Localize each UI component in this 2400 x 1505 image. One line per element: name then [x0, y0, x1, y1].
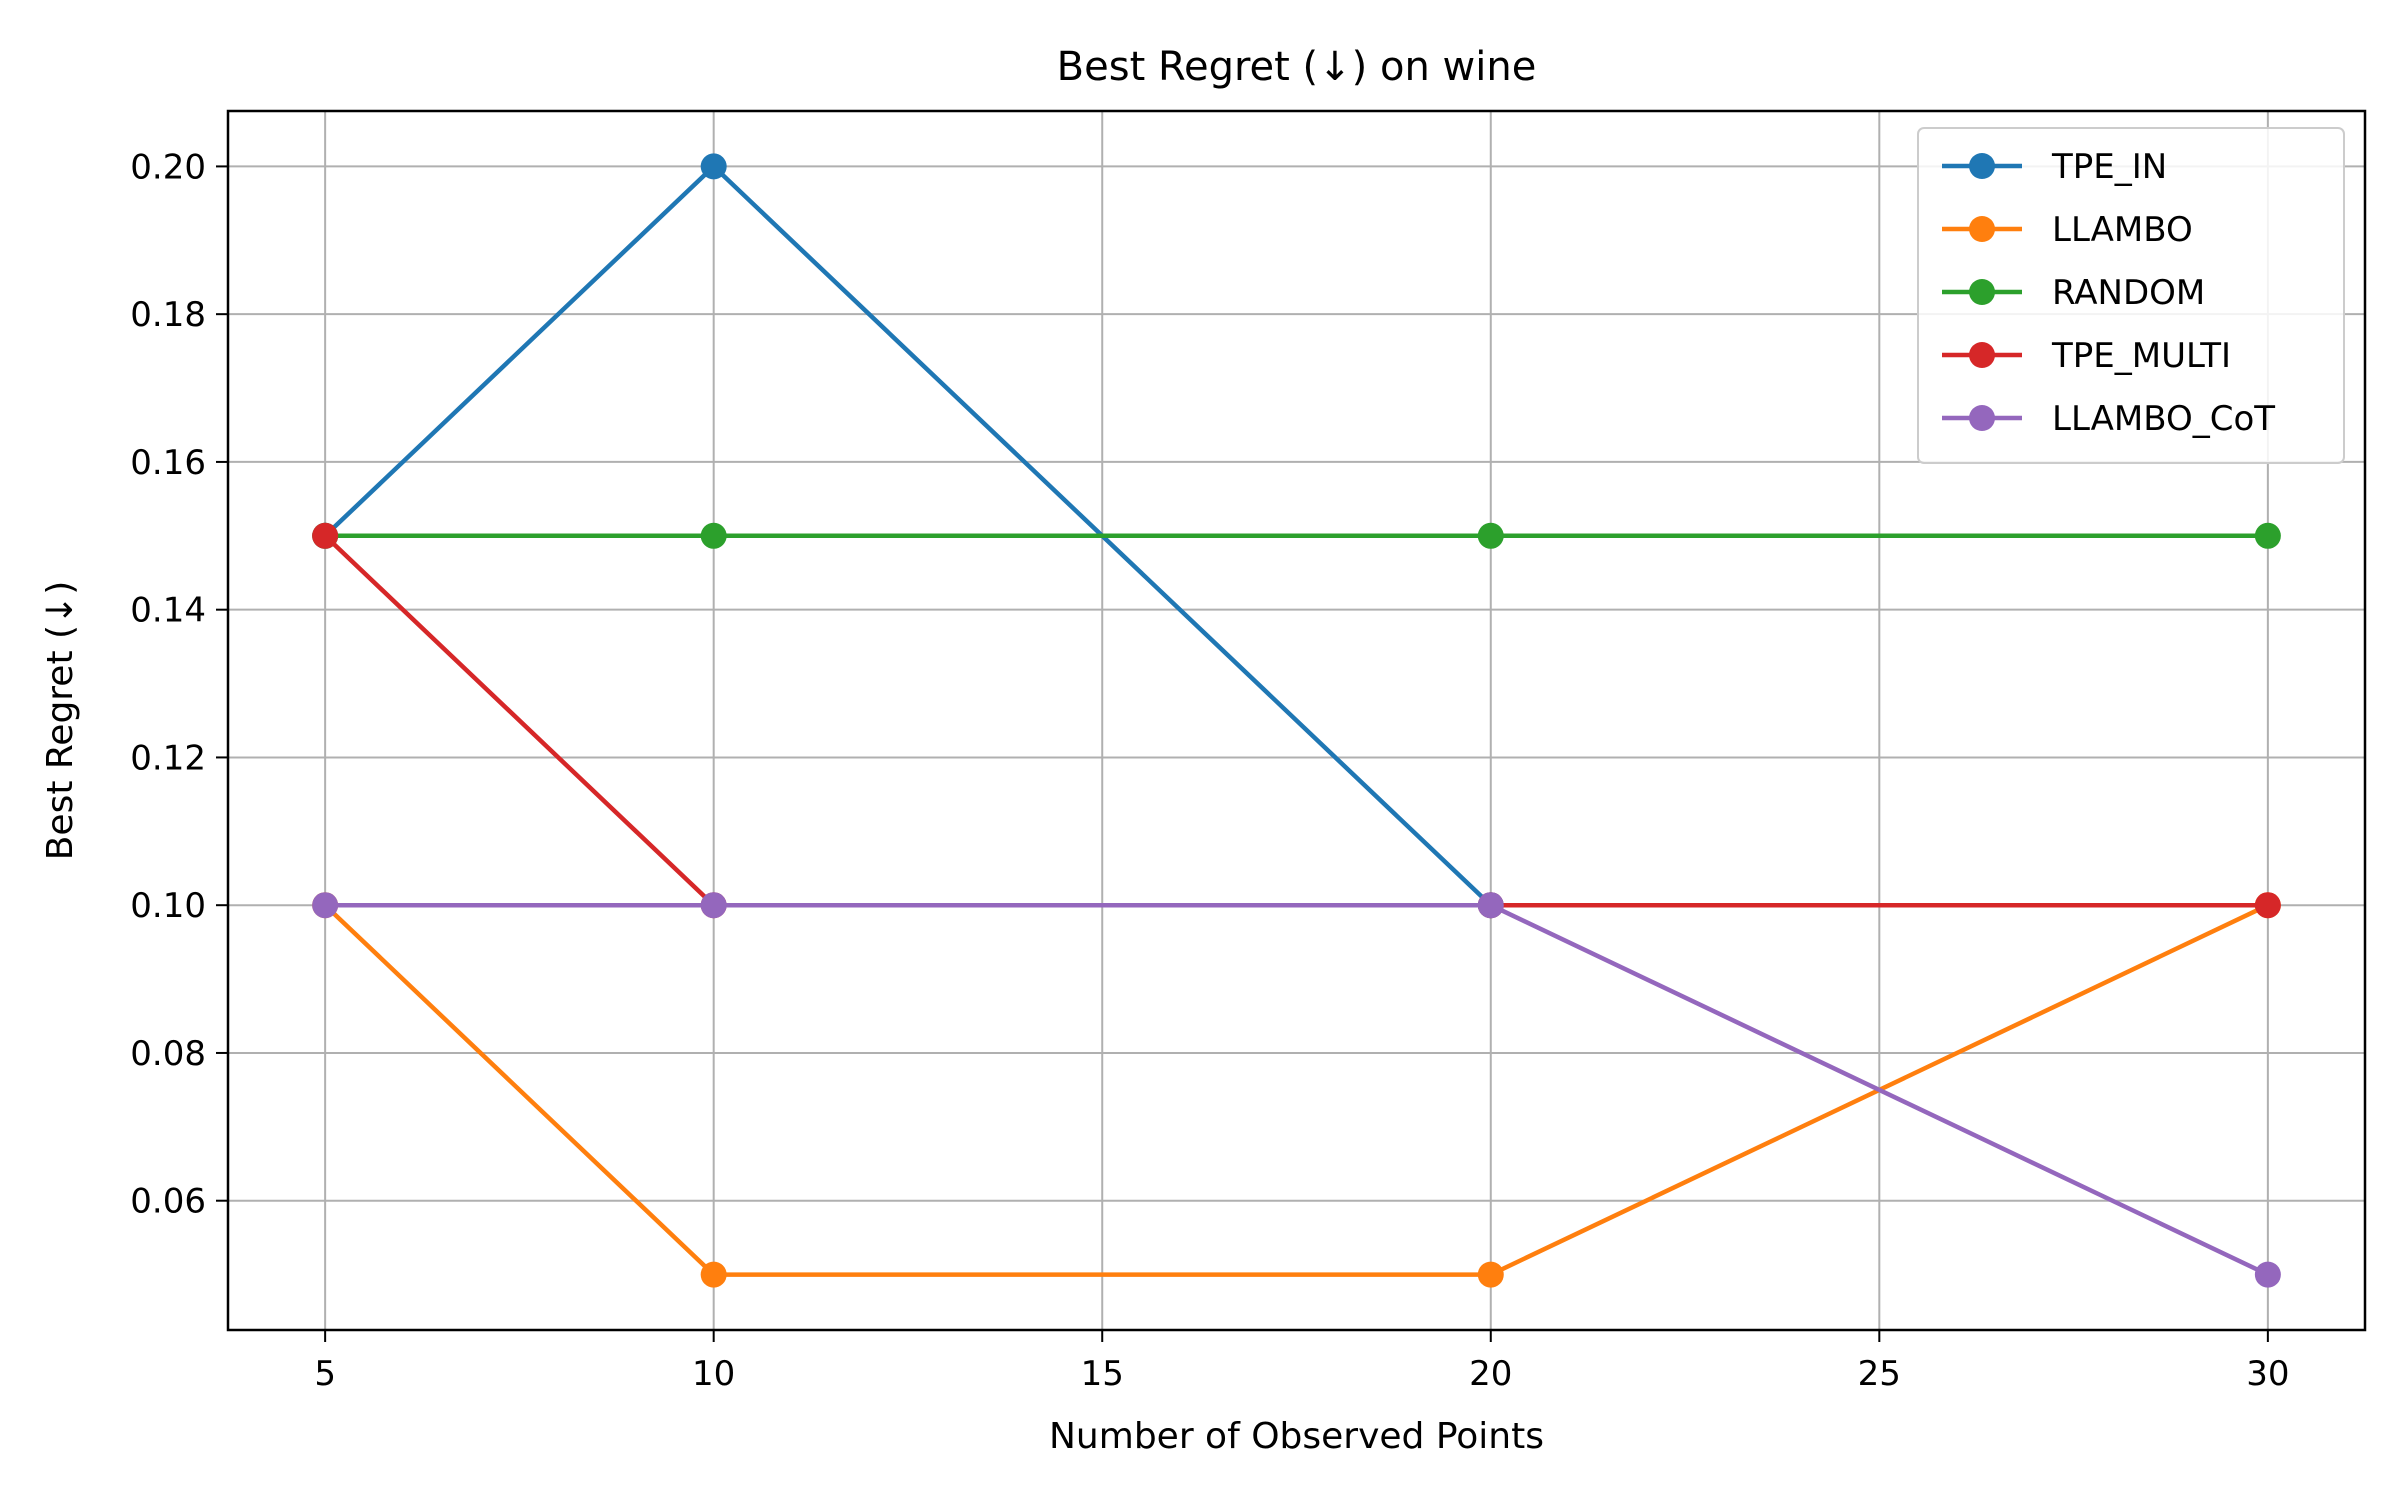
x-tick-label: 5 — [314, 1354, 336, 1394]
series-line — [325, 902, 2269, 1277]
legend-box — [1917, 127, 2345, 464]
y-tick-label: 0.20 — [130, 147, 206, 187]
data-point — [700, 892, 727, 919]
legend-marker — [1969, 153, 1995, 179]
legend-marker — [1969, 342, 1995, 368]
x-tick-label: 25 — [1858, 1354, 1901, 1394]
legend-item: TPE_IN — [1942, 147, 2167, 187]
data-point — [700, 153, 727, 180]
x-axis-label: Number of Observed Points — [1049, 1416, 1544, 1457]
legend-item: LLAMBO — [1942, 210, 2193, 250]
data-point — [2254, 1261, 2281, 1288]
y-tick-label: 0.12 — [130, 738, 206, 778]
y-tick-label: 0.18 — [130, 295, 206, 335]
legend-marker — [1969, 216, 1995, 242]
series-llambo — [312, 892, 2281, 1288]
legend: TPE_IN LLAMBO RANDOM TPE_MULTI LLAMBO_CoT — [1917, 127, 2345, 464]
data-point — [1477, 1261, 1504, 1288]
legend-marker — [1969, 405, 1995, 431]
data-point — [2254, 892, 2281, 919]
series-layer — [312, 153, 2281, 1288]
ticks: 5 10 15 20 25 30 0.06 0.08 0.10 0.12 0.14 0.16 0.18 0… — [130, 147, 2289, 1394]
x-tick-label: 20 — [1469, 1354, 1512, 1394]
y-tick-label: 0.16 — [130, 443, 206, 483]
legend-label: LLAMBO_CoT — [2052, 399, 2275, 439]
data-point — [312, 892, 339, 919]
legend-label: TPE_MULTI — [2051, 336, 2231, 376]
y-tick-label: 0.06 — [130, 1182, 206, 1222]
legend-item: RANDOM — [1942, 273, 2205, 313]
data-point — [2254, 522, 2281, 549]
y-tick-label: 0.14 — [130, 591, 206, 631]
data-point — [1477, 522, 1504, 549]
data-point — [700, 1261, 727, 1288]
series-llambo-cot — [312, 892, 2281, 1288]
x-tick-label: 10 — [692, 1354, 735, 1394]
legend-item: TPE_MULTI — [1942, 336, 2231, 376]
legend-marker — [1969, 279, 1995, 305]
legend-label: TPE_IN — [2051, 147, 2167, 187]
y-tick-label: 0.10 — [130, 886, 206, 926]
legend-item: LLAMBO_CoT — [1942, 399, 2275, 439]
legend-label: LLAMBO — [2052, 210, 2193, 250]
x-tick-label: 15 — [1081, 1354, 1124, 1394]
y-axis-label: Best Regret (↓) — [40, 581, 81, 861]
legend-label: RANDOM — [2052, 273, 2205, 313]
y-tick-label: 0.08 — [130, 1034, 206, 1074]
data-point — [700, 522, 727, 549]
plot-frame — [226, 109, 2367, 1332]
chart-title: Best Regret (↓) on wine — [1057, 44, 1537, 90]
x-tick-label: 30 — [2246, 1354, 2289, 1394]
data-point — [1477, 892, 1504, 919]
data-point — [312, 522, 339, 549]
series-random — [312, 522, 2281, 549]
series-line — [323, 903, 2269, 1277]
